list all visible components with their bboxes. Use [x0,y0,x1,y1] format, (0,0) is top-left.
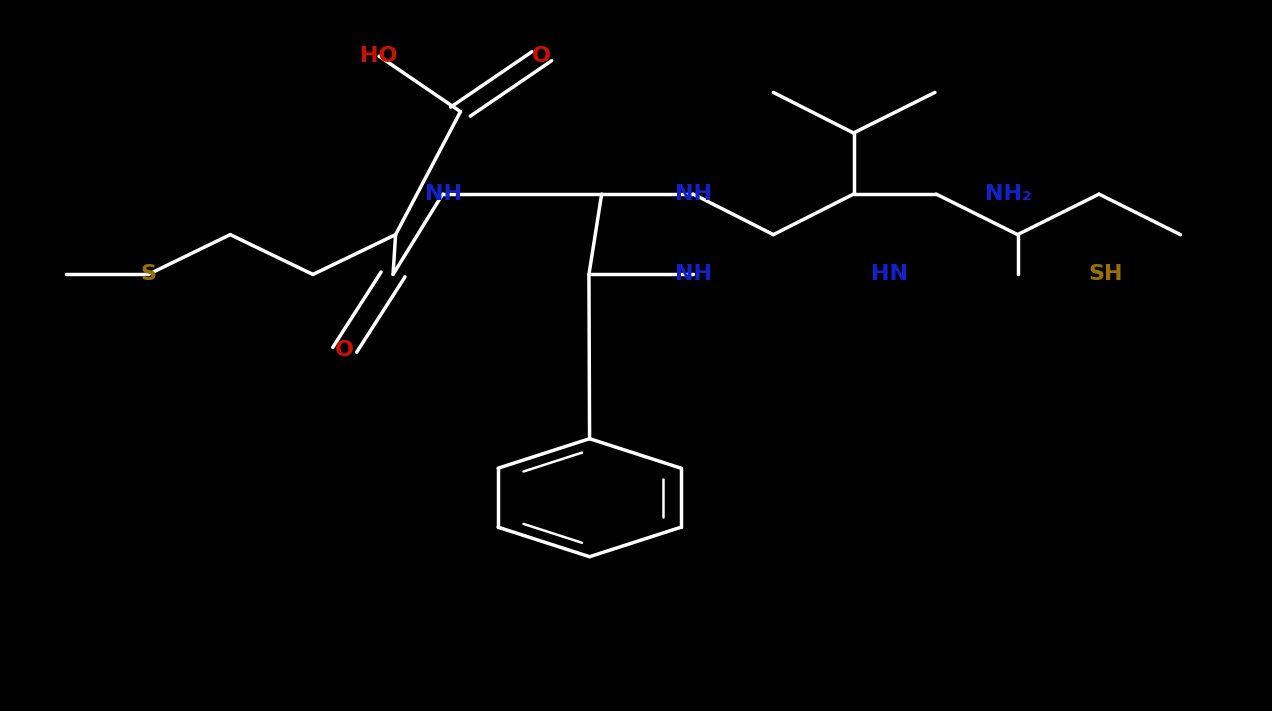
Text: NH: NH [675,264,712,284]
Text: HN: HN [870,264,908,284]
Text: O: O [533,46,551,66]
Text: SH: SH [1088,264,1123,284]
Text: NH: NH [675,184,712,204]
Text: NH₂: NH₂ [986,184,1032,204]
Text: S: S [140,264,156,284]
Text: NH: NH [425,184,462,204]
Text: O: O [335,340,354,360]
Text: HO: HO [360,46,397,66]
